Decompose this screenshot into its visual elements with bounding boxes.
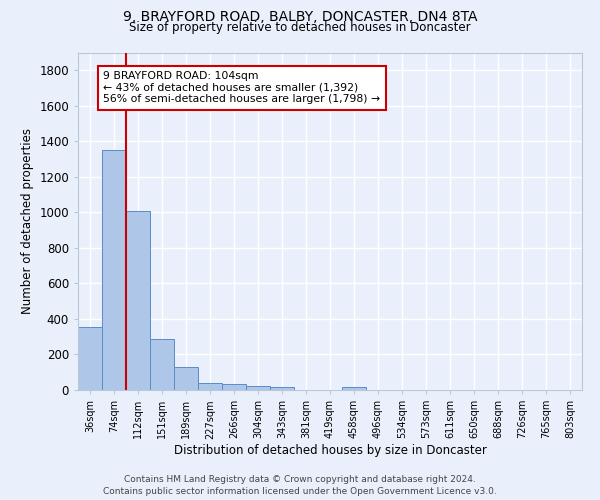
Bar [174, 367, 198, 390]
Bar [246, 386, 270, 390]
Bar [198, 383, 222, 390]
Bar [126, 210, 150, 390]
Text: Contains HM Land Registry data © Crown copyright and database right 2024.
Contai: Contains HM Land Registry data © Crown c… [103, 475, 497, 496]
Text: Size of property relative to detached houses in Doncaster: Size of property relative to detached ho… [129, 21, 471, 34]
Bar [78, 327, 102, 390]
Bar [270, 388, 294, 390]
Bar [342, 388, 366, 390]
X-axis label: Distribution of detached houses by size in Doncaster: Distribution of detached houses by size … [173, 444, 487, 457]
Text: 9 BRAYFORD ROAD: 104sqm
← 43% of detached houses are smaller (1,392)
56% of semi: 9 BRAYFORD ROAD: 104sqm ← 43% of detache… [103, 71, 380, 104]
Y-axis label: Number of detached properties: Number of detached properties [20, 128, 34, 314]
Bar [150, 340, 174, 390]
Bar [222, 384, 246, 390]
Text: 9, BRAYFORD ROAD, BALBY, DONCASTER, DN4 8TA: 9, BRAYFORD ROAD, BALBY, DONCASTER, DN4 … [123, 10, 477, 24]
Bar [102, 150, 126, 390]
